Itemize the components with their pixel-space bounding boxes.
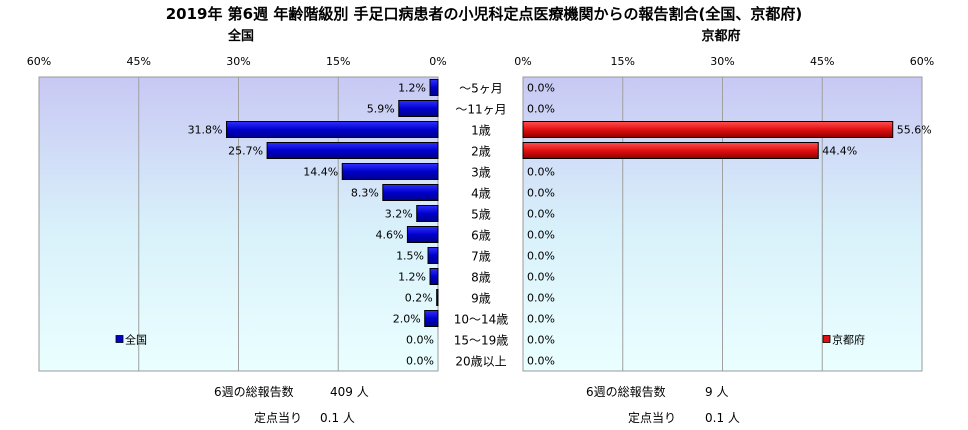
value-label: 0.2% — [405, 292, 433, 305]
bar-p0-4 — [341, 163, 439, 180]
value-label: 5.9% — [367, 103, 395, 116]
value-label: 31.8% — [188, 124, 223, 137]
x-tick-label: 30% — [710, 55, 734, 68]
value-label: 25.7% — [228, 145, 263, 158]
category-label: 10～14歳 — [454, 313, 509, 327]
category-label: ～5ヶ月 — [459, 82, 503, 96]
x-tick-label: 0% — [514, 55, 531, 68]
bar-p0-11 — [424, 310, 439, 327]
category-label: ～11ヶ月 — [455, 103, 506, 117]
value-label: 14.4% — [303, 166, 338, 179]
category-label: 20歳以上 — [455, 355, 506, 369]
x-tick-label: 45% — [127, 55, 151, 68]
chart-title: 2019年 第6週 年齢階級別 手足口病患者の小児科定点医療機関からの報告割合(… — [165, 5, 803, 23]
value-label: 2.0% — [393, 313, 421, 326]
value-label: 0.0% — [527, 271, 555, 284]
value-label: 4.6% — [375, 229, 403, 242]
x-tick-label: 45% — [810, 55, 834, 68]
value-label: 0.0% — [527, 250, 555, 263]
bar-p0-7 — [406, 226, 439, 243]
value-label: 0.0% — [527, 82, 555, 95]
right-panel-title: 京都府 — [701, 29, 741, 44]
value-label: 1.2% — [398, 271, 426, 284]
bar-p0-6 — [416, 205, 439, 222]
bar-p1-3 — [522, 142, 819, 159]
x-tick-label: 15% — [611, 55, 635, 68]
category-label: 3歳 — [471, 166, 491, 180]
bar-p1-2 — [522, 121, 894, 138]
value-label: 0.0% — [527, 355, 555, 368]
bar-p0-1 — [398, 100, 439, 117]
bar-p0-8 — [427, 247, 439, 264]
value-label: 0.0% — [527, 313, 555, 326]
left-total-label: 6週の総報告数 — [214, 385, 294, 399]
bar-p0-9 — [429, 268, 439, 285]
value-label: 0.0% — [527, 103, 555, 116]
legend-swatch-left — [115, 335, 124, 343]
bar-p0-5 — [382, 184, 439, 201]
left-per-value: 0.1 人 — [320, 411, 355, 425]
category-label: 1歳 — [471, 124, 491, 138]
legend-label-right: 京都府 — [832, 333, 865, 347]
category-label: 5歳 — [471, 208, 491, 222]
legend-swatch-right — [822, 335, 831, 343]
right-total-label: 6週の総報告数 — [586, 385, 666, 399]
legend-label-left: 全国 — [125, 333, 147, 347]
category-label: 8歳 — [471, 271, 491, 285]
category-label: 4歳 — [471, 187, 491, 201]
right-total-value: 9 人 — [705, 385, 729, 399]
category-label: 7歳 — [471, 250, 491, 264]
category-label: 2歳 — [471, 145, 491, 159]
right-per-label: 定点当り — [628, 411, 677, 425]
left-per-label: 定点当り — [254, 411, 303, 425]
x-tick-label: 60% — [910, 55, 934, 68]
right-per-value: 0.1 人 — [705, 411, 740, 425]
bar-p0-0 — [429, 79, 439, 96]
value-label: 0.0% — [527, 208, 555, 221]
value-label: 0.0% — [527, 334, 555, 347]
bar-p0-2 — [226, 121, 439, 138]
x-tick-label: 60% — [27, 55, 51, 68]
left-total-value: 409 人 — [330, 385, 369, 399]
category-label: 9歳 — [471, 292, 491, 306]
value-label: 3.2% — [385, 208, 413, 221]
value-label: 1.5% — [396, 250, 424, 263]
category-label: 15～19歳 — [454, 334, 509, 348]
category-label: 6歳 — [471, 229, 491, 243]
value-label: 0.0% — [406, 355, 434, 368]
value-label: 0.0% — [527, 166, 555, 179]
value-label: 0.0% — [527, 292, 555, 305]
value-label: 0.0% — [527, 229, 555, 242]
x-tick-label: 0% — [429, 55, 446, 68]
value-label: 0.0% — [406, 334, 434, 347]
value-label: 55.6% — [897, 124, 932, 137]
value-label: 1.2% — [398, 82, 426, 95]
x-tick-label: 15% — [326, 55, 350, 68]
bar-p0-10 — [436, 289, 439, 306]
value-label: 0.0% — [527, 187, 555, 200]
x-tick-label: 30% — [226, 55, 250, 68]
value-label: 8.3% — [351, 187, 379, 200]
left-panel-title: 全国 — [227, 29, 254, 44]
bar-p0-3 — [266, 142, 439, 159]
value-label: 44.4% — [822, 145, 857, 158]
